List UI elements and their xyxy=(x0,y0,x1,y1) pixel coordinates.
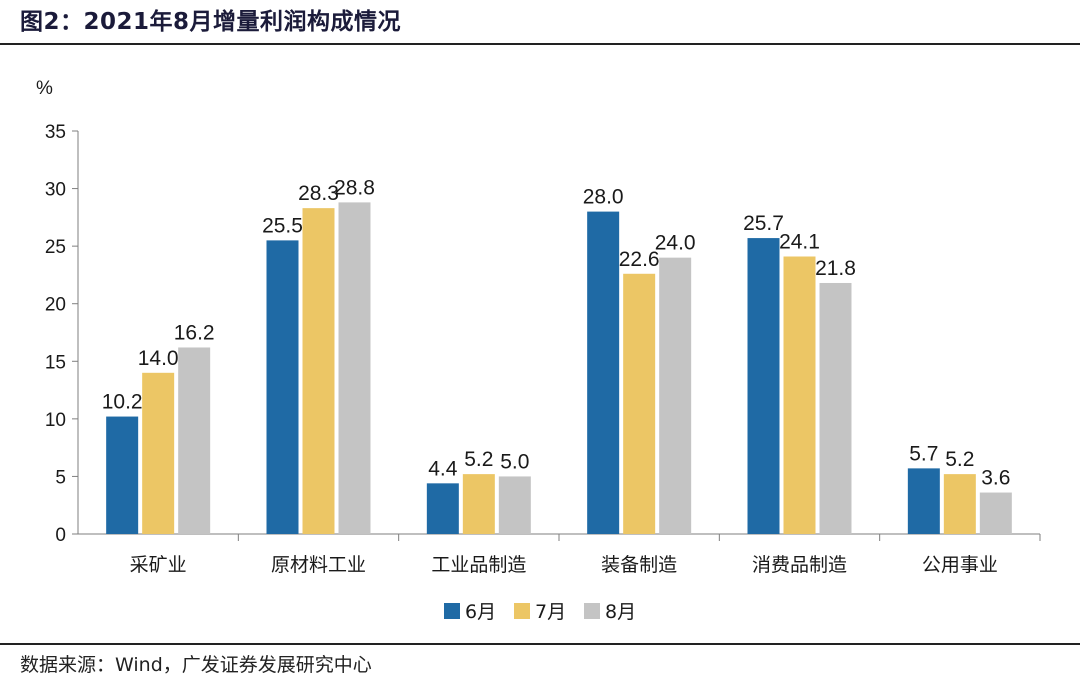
y-tick-label: 15 xyxy=(45,352,66,373)
bar-6月 xyxy=(747,238,780,534)
legend-label: 6月 xyxy=(465,601,496,623)
bar-6月 xyxy=(907,468,940,534)
value-label: 24.1 xyxy=(779,231,820,254)
x-category-label: 采矿业 xyxy=(130,554,187,576)
axes: 0 5 10 15 20 25 30 35% 采矿业 原材料工业 工业品制造 装备制造 消费品制造 公用事… xyxy=(36,78,1041,576)
value-label: 21.8 xyxy=(815,257,856,280)
bar-7月 xyxy=(783,256,816,534)
value-label: 28.3 xyxy=(298,182,339,205)
y-tick-label: 0 xyxy=(55,525,66,546)
y-tick-label: 35 xyxy=(45,122,66,143)
bar-7月 xyxy=(302,208,335,534)
bar-7月 xyxy=(623,273,656,534)
bar-7月 xyxy=(142,372,175,534)
x-category-label: 原材料工业 xyxy=(271,554,366,576)
legend-label: 7月 xyxy=(535,601,566,623)
value-label: 10.2 xyxy=(102,391,143,414)
bars xyxy=(106,202,1012,535)
x-category-label: 工业品制造 xyxy=(431,554,526,576)
value-label: 16.2 xyxy=(174,321,215,344)
y-tick-label: 25 xyxy=(45,237,66,258)
y-tick-label: 20 xyxy=(45,295,66,316)
value-label: 25.5 xyxy=(262,214,303,237)
value-label: 5.2 xyxy=(464,448,493,471)
legend-swatch-7月 xyxy=(514,603,530,619)
value-label: 25.7 xyxy=(743,212,784,235)
source-note: 数据来源：Wind，广发证券发展研究中心 xyxy=(20,654,372,676)
value-label: 5.0 xyxy=(500,450,529,473)
legend-swatch-6月 xyxy=(444,603,460,619)
value-label: 3.6 xyxy=(981,467,1010,490)
legend-swatch-8月 xyxy=(584,603,600,619)
x-category-label: 消费品制造 xyxy=(752,554,847,576)
bar-8月 xyxy=(819,282,852,534)
value-label: 22.6 xyxy=(619,248,660,271)
bar-6月 xyxy=(266,240,299,534)
y-tick-label: 10 xyxy=(45,410,66,431)
bar-6月 xyxy=(106,416,139,534)
y-tick-label: 30 xyxy=(45,180,66,201)
legend-label: 8月 xyxy=(605,601,636,623)
value-label: 5.2 xyxy=(945,448,974,471)
value-labels: 10.2 14.0 16.2 25.5 28.328.8 4.4 5.2 5.0 28.0 22.… xyxy=(102,176,1011,489)
value-label: 5.7 xyxy=(909,442,938,465)
value-label: 28.8 xyxy=(334,176,375,199)
x-category-label: 公用事业 xyxy=(922,554,998,576)
value-label: 24.0 xyxy=(655,232,696,255)
bar-6月 xyxy=(587,211,620,534)
bar-8月 xyxy=(498,476,531,534)
value-label: 4.4 xyxy=(428,457,458,480)
y-axis-unit: % xyxy=(36,78,53,99)
bar-7月 xyxy=(462,474,495,534)
figure-title: 图2：2021年8月增量利润构成情况 xyxy=(20,9,402,35)
y-tick-label: 5 xyxy=(55,467,66,488)
top-rule xyxy=(0,43,1080,45)
bar-6月 xyxy=(426,483,459,534)
bar-8月 xyxy=(178,347,211,534)
bottom-rule xyxy=(0,643,1080,645)
value-label: 28.0 xyxy=(583,186,624,209)
bar-8月 xyxy=(979,492,1012,534)
legend: 6月 7月 8月 xyxy=(444,601,636,623)
bar-7月 xyxy=(943,474,976,534)
value-label: 14.0 xyxy=(138,347,179,370)
x-category-label: 装备制造 xyxy=(601,554,677,576)
bar-8月 xyxy=(659,257,692,534)
bar-8月 xyxy=(338,202,371,535)
